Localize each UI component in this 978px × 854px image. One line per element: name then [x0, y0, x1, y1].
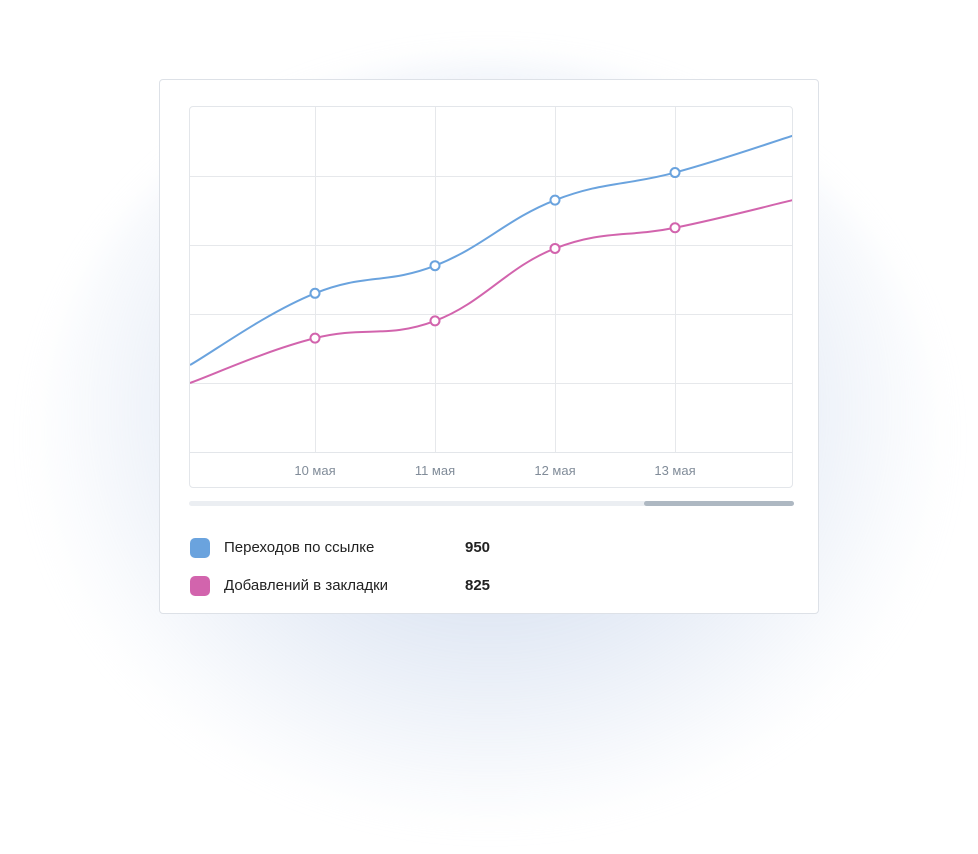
- plot-area: 10 мая 11 мая 12 мая 13 мая: [189, 106, 793, 488]
- legend-swatch-series-1: [190, 538, 210, 558]
- legend-value-series-2: 825: [465, 577, 491, 594]
- data-point-series-2: [309, 332, 321, 344]
- legend-item-series-2: Добавлений в закладки 825: [190, 574, 790, 612]
- data-point-series-1: [549, 194, 561, 206]
- legend-label-series-2: Добавлений в закладки: [224, 577, 389, 594]
- x-tick-label: 13 мая: [654, 463, 695, 478]
- x-tick-label: 11 мая: [415, 463, 455, 478]
- series-line-2: [190, 199, 792, 384]
- legend-item-series-1: Переходов по ссылке 950: [190, 536, 790, 574]
- x-tick-label: 12 мая: [534, 463, 575, 478]
- chart-scrollbar[interactable]: [189, 501, 794, 506]
- data-point-series-1: [669, 167, 681, 179]
- series-line-1: [190, 134, 792, 366]
- legend-swatch-series-2: [190, 576, 210, 596]
- chart-scrollbar-thumb[interactable]: [644, 501, 794, 506]
- legend-value-series-1: 950: [465, 539, 491, 556]
- data-point-series-1: [309, 287, 321, 299]
- legend-label-series-1: Переходов по ссылке: [224, 539, 375, 556]
- line-chart: 10 мая 11 мая 12 мая 13 мая: [190, 107, 792, 478]
- chart-legend: Переходов по ссылке 950 Добавлений в зак…: [190, 536, 790, 612]
- data-point-series-2: [549, 242, 561, 254]
- chart-card: 10 мая 11 мая 12 мая 13 мая Переходов по сс…: [159, 79, 819, 614]
- data-point-series-1: [429, 260, 441, 272]
- x-tick-label: 10 мая: [294, 463, 335, 478]
- data-point-series-2: [669, 222, 681, 234]
- data-point-series-2: [429, 315, 441, 327]
